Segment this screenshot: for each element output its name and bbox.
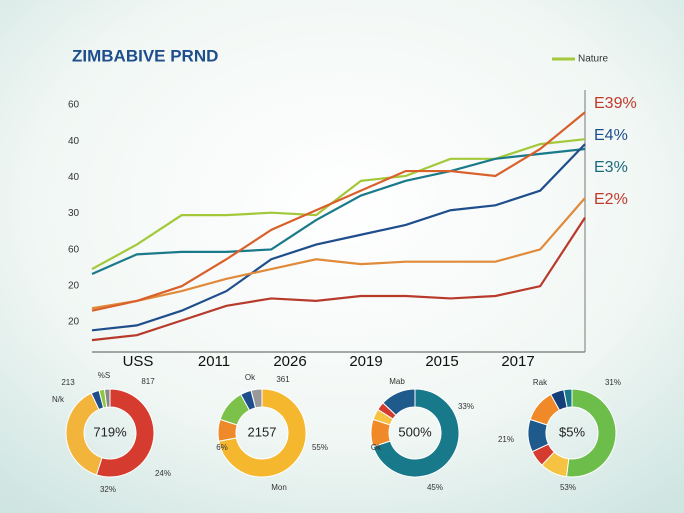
- donut-center-label: 719%: [93, 424, 127, 439]
- donut-label: N/k: [52, 395, 65, 404]
- donut-segment: [218, 388, 307, 478]
- donut-center-label: 2157: [248, 424, 277, 439]
- donut-label: 6%: [216, 443, 228, 452]
- y-axis-label: 60: [68, 100, 80, 111]
- x-tick-label: 2017: [501, 353, 534, 370]
- data-line: [91, 143, 586, 332]
- donut-label: 361: [276, 375, 290, 384]
- donut-label: 213: [61, 378, 75, 387]
- legend-label: Nature: [578, 54, 608, 65]
- donut-segment: [103, 388, 111, 408]
- data-line: [91, 147, 586, 275]
- x-tick-label: 2015: [425, 353, 458, 370]
- donut-segment: [95, 388, 155, 478]
- donut-label: 31%: [605, 378, 621, 387]
- data-line: [91, 138, 586, 271]
- donut-segment: [382, 388, 416, 416]
- y-axis-label: 30: [68, 208, 80, 219]
- end-label: E3%: [594, 159, 628, 176]
- y-axis-label: 60: [68, 244, 80, 255]
- donut-segment: [250, 388, 263, 409]
- y-axis-label: 20: [68, 317, 80, 328]
- donut-segment: [65, 392, 103, 476]
- donut-label: 21%: [498, 435, 514, 444]
- donut-label: Ok: [371, 443, 382, 452]
- donut-segment: [565, 388, 617, 478]
- donut-label: 33%: [458, 402, 474, 411]
- x-tick-label: USS: [123, 353, 154, 370]
- end-label: E39%: [594, 95, 637, 112]
- donut-label: 24%: [155, 469, 171, 478]
- donut-label: 53%: [560, 483, 576, 492]
- y-axis-label: 40: [68, 172, 80, 183]
- donut-label: Rak: [533, 378, 548, 387]
- end-label: E4%: [594, 127, 628, 144]
- donut-label: %S: [98, 371, 110, 380]
- x-tick-label: 2026: [273, 353, 306, 370]
- data-line: [91, 216, 586, 342]
- data-line: [91, 197, 586, 310]
- donut-label: 32%: [100, 485, 116, 494]
- donut-label: 45%: [427, 483, 443, 492]
- y-axis-label: 20: [68, 280, 80, 291]
- x-tick-label: 2019: [349, 353, 382, 370]
- x-tick-label: 2011: [198, 353, 230, 370]
- chart-title: ZIMBABIVE PRND: [72, 46, 218, 65]
- data-line: [91, 111, 586, 312]
- donut-center-label: 500%: [398, 424, 432, 439]
- donut-label: 817: [141, 377, 155, 386]
- y-axis-label: 40: [68, 136, 80, 147]
- donut-label: Ok: [245, 373, 256, 382]
- donut-label: Mab: [389, 377, 405, 386]
- donut-center-label: $5%: [559, 424, 585, 439]
- donut-label: 55%: [312, 443, 328, 452]
- donut-segment: [563, 388, 573, 409]
- donut-label: Mon: [271, 483, 287, 492]
- donut-segment: [372, 388, 460, 478]
- end-label: E2%: [594, 191, 628, 208]
